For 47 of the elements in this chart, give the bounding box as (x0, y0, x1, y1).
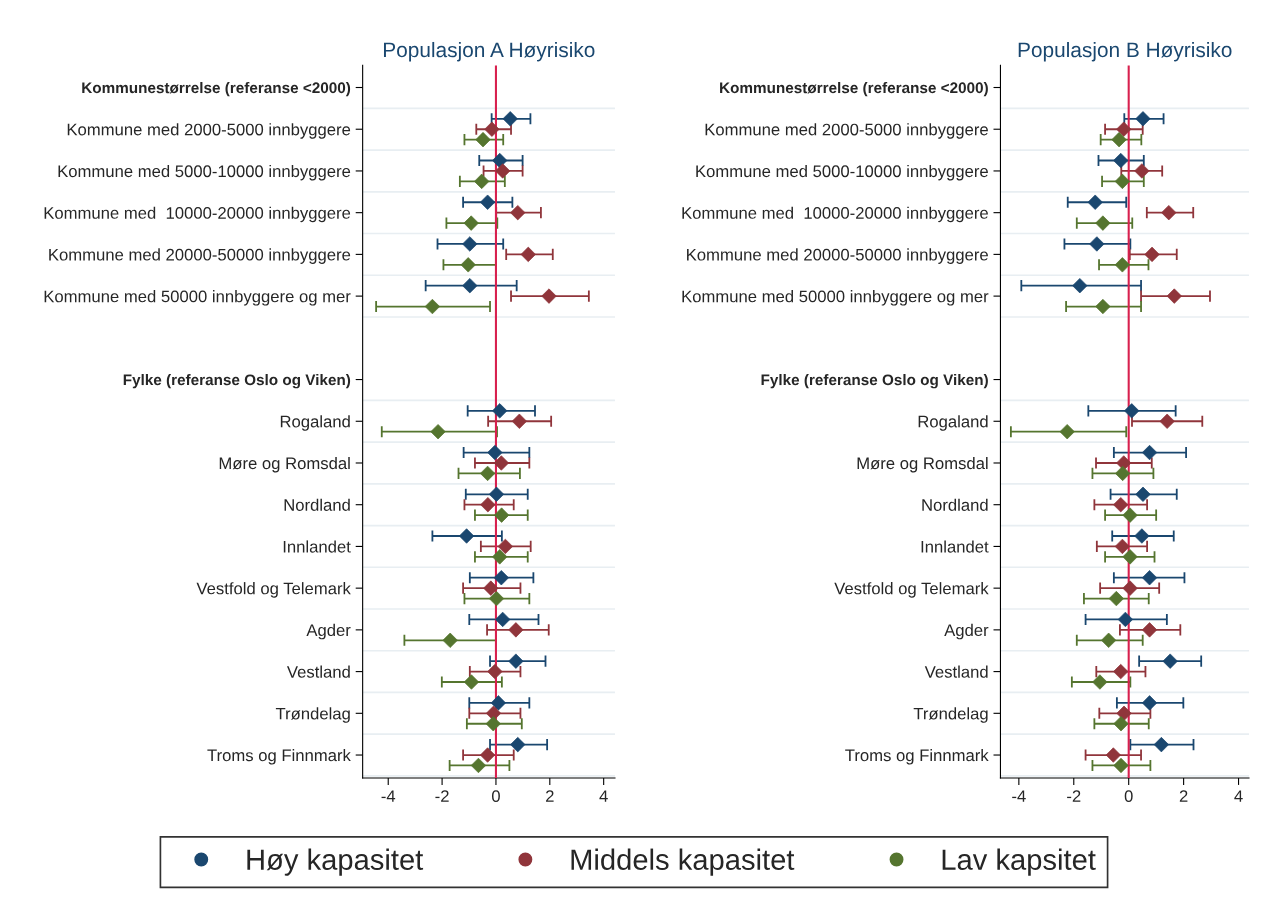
y-tick-label: Rogaland (918, 415, 988, 431)
legend-label: Høy kapasitet (247, 848, 424, 876)
y-tick-label: Kommune med 2000-5000 innbyggere (705, 123, 988, 139)
x-tick-label: -2 (1067, 790, 1081, 802)
y-tick-label: Kommune med 50000 innbyggere og mer (44, 290, 351, 306)
y-tick-label: Trøndelag (913, 707, 988, 723)
chart-title: Populasjon A Høyrisiko (383, 41, 595, 62)
y-tick-label: Kommunestørrelse (referanse <2000) (82, 81, 351, 97)
y-tick-label: Kommune med 2000-5000 innbyggere (67, 123, 351, 139)
y-tick-label: Agder (306, 623, 351, 640)
y-tick-label: Innlandet (921, 540, 989, 553)
y-tick-label: Nordland (284, 498, 350, 511)
legend-label: Lav kapsitet (942, 848, 1096, 876)
y-tick-label: Kommune med 5000-10000 innbyggere (58, 164, 351, 181)
y-tick-label: Troms og Finnmark (207, 748, 351, 765)
x-tick-label: 2 (546, 790, 554, 802)
y-tick-label: Fylke (referanse Oslo og Viken) (761, 374, 988, 389)
y-tick-label: Vestfold og Telemark (196, 582, 351, 598)
legend-label: Middels kapasitet (571, 848, 795, 876)
y-tick-label: Møre og Romsdal (219, 456, 350, 473)
y-tick-label: Nordland (922, 498, 988, 511)
y-tick-label: Trøndelag (275, 707, 350, 723)
y-tick-label: Kommune med 50000 innbyggere og mer (682, 290, 989, 306)
x-tick-label: 0 (1124, 790, 1133, 803)
x-tick-label: 4 (1234, 790, 1243, 802)
x-tick-label: -4 (381, 790, 396, 802)
y-tick-label: Vestland (286, 665, 350, 678)
y-tick-label: Kommune med 10000-20000 innbyggere (44, 206, 351, 223)
x-tick-label: 4 (599, 790, 608, 802)
y-tick-label: Kommune med 5000-10000 innbyggere (696, 164, 988, 181)
y-tick-label: Troms og Finnmark (845, 748, 989, 765)
y-tick-label: Kommunestørrelse (referanse <2000) (720, 81, 988, 97)
y-tick-label: Kommune med 20000-50000 innbyggere (49, 248, 351, 264)
y-tick-label: Vestland (924, 665, 988, 678)
y-tick-label: Vestfold og Telemark (834, 582, 989, 598)
y-tick-label: Fylke (referanse Oslo og Viken) (123, 374, 351, 389)
x-tick-label: 0 (491, 790, 500, 803)
y-tick-label: Rogaland (280, 415, 350, 431)
x-tick-label: -4 (1012, 790, 1026, 802)
y-tick-label: Innlandet (283, 540, 351, 553)
x-tick-label: 2 (1179, 790, 1188, 802)
y-tick-label: Agder (944, 623, 989, 640)
y-tick-label: Møre og Romsdal (857, 456, 988, 473)
x-tick-label: -2 (435, 790, 449, 802)
y-tick-label: Kommune med 10000-20000 innbyggere (682, 206, 988, 223)
chart-title: Populasjon B Høyrisiko (1018, 41, 1232, 62)
y-tick-label: Kommune med 20000-50000 innbyggere (687, 248, 988, 264)
